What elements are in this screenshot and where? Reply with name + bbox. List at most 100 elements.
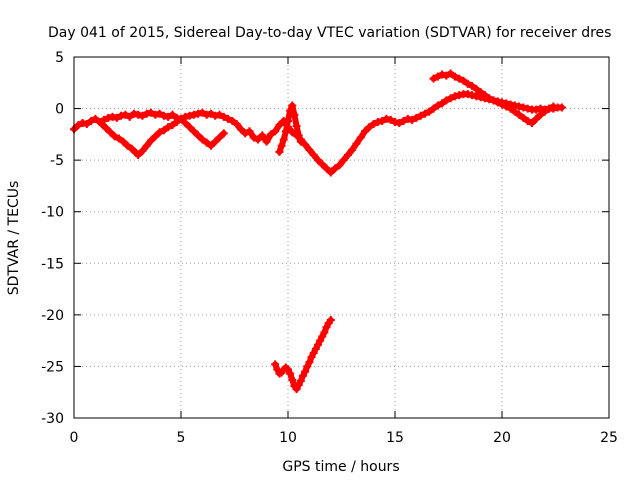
y-tick-label: -30 (41, 411, 64, 427)
data-point (545, 104, 554, 113)
data-point (519, 103, 528, 112)
data-point (164, 123, 173, 132)
data-point (211, 111, 220, 120)
data-point (305, 145, 314, 154)
data-point (318, 160, 327, 169)
data-point (87, 116, 96, 125)
data-point (215, 110, 224, 119)
data-point (241, 129, 250, 138)
y-tick-label: 0 (55, 102, 64, 118)
data-point (119, 137, 128, 146)
data-point (286, 369, 295, 378)
data-point (290, 110, 299, 119)
data-point (138, 111, 147, 120)
y-tick-label: -15 (41, 256, 64, 272)
data-point (510, 107, 519, 116)
y-axis-label: SDTVAR / TECUs (6, 181, 22, 296)
data-point (258, 131, 267, 140)
data-point (309, 150, 318, 159)
data-point (322, 164, 331, 173)
data-point (147, 108, 156, 117)
data-point (493, 98, 502, 107)
data-point (211, 137, 220, 146)
data-point (532, 114, 541, 123)
data-point (114, 134, 123, 143)
data-point (288, 375, 297, 384)
data-point (450, 72, 459, 81)
data-point (134, 150, 143, 159)
data-point (316, 336, 325, 345)
data-point (224, 114, 233, 123)
data-point (480, 91, 489, 100)
data-point (275, 121, 284, 130)
data-point (219, 129, 228, 138)
data-point (97, 120, 106, 129)
data-point (373, 117, 382, 126)
data-point (219, 112, 228, 121)
data-point (271, 360, 280, 369)
data-point (540, 107, 549, 116)
data-point (104, 113, 113, 122)
data-point (307, 353, 316, 362)
x-tick-label: 25 (600, 430, 618, 446)
data-point (339, 156, 348, 165)
series-line (98, 115, 227, 158)
data-point (198, 108, 207, 117)
data-point (74, 121, 83, 130)
data-point (254, 135, 263, 144)
data-point (155, 128, 164, 137)
data-point (206, 109, 215, 118)
y-tick-label: -25 (41, 359, 64, 375)
data-point (476, 88, 485, 97)
data-point (138, 146, 147, 155)
x-tick-label: 15 (386, 430, 404, 446)
data-point (102, 124, 111, 133)
data-point (485, 94, 494, 103)
data-point (127, 144, 136, 153)
y-tick-label: 5 (55, 50, 64, 66)
data-point (164, 112, 173, 121)
data-point (245, 127, 254, 136)
data-point (232, 120, 241, 129)
data-point (288, 101, 297, 110)
data-point (313, 340, 322, 349)
data-point (455, 91, 464, 100)
data-point (172, 117, 181, 126)
chart-title: Day 041 of 2015, Sidereal Day-to-day VTE… (48, 25, 611, 41)
data-point (284, 116, 292, 125)
data-point (303, 362, 312, 371)
data-point (438, 99, 447, 108)
data-point (121, 110, 130, 119)
data-point (159, 126, 168, 135)
data-point (395, 119, 404, 128)
data-point (185, 123, 194, 132)
data-point (386, 115, 395, 124)
data-point (294, 131, 303, 140)
data-series-2 (97, 114, 228, 159)
data-point (416, 111, 425, 120)
data-point (286, 106, 295, 115)
data-point (202, 110, 211, 119)
data-point (455, 74, 464, 83)
data-point (108, 112, 117, 121)
data-point (82, 120, 91, 129)
data-point (301, 367, 310, 376)
data-point (489, 96, 498, 105)
x-tick-label: 5 (177, 430, 186, 446)
plot-area: 0 5 10 15 20 25 -30 -25 -20 -15 -10 -5 0 5 (41, 50, 618, 446)
data-point (281, 127, 290, 136)
data-point (112, 113, 121, 122)
data-point (129, 109, 138, 118)
y-tick-label: -5 (50, 153, 64, 169)
data-point (292, 122, 301, 131)
data-point (403, 114, 412, 123)
data-point (369, 120, 378, 129)
data-point (271, 127, 280, 136)
data-point (498, 100, 506, 109)
data-point (311, 344, 320, 353)
data-point (194, 109, 203, 118)
data-point (399, 116, 408, 125)
data-point (228, 116, 237, 125)
data-series-3 (275, 101, 305, 156)
data-point (142, 141, 151, 150)
